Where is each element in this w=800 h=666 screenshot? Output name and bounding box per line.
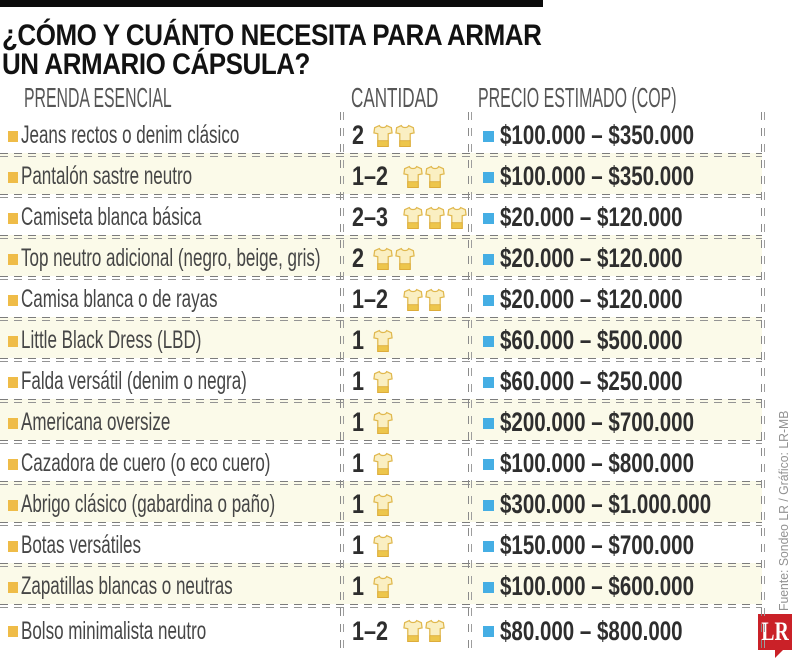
- svg-text:LR: LR: [761, 617, 789, 646]
